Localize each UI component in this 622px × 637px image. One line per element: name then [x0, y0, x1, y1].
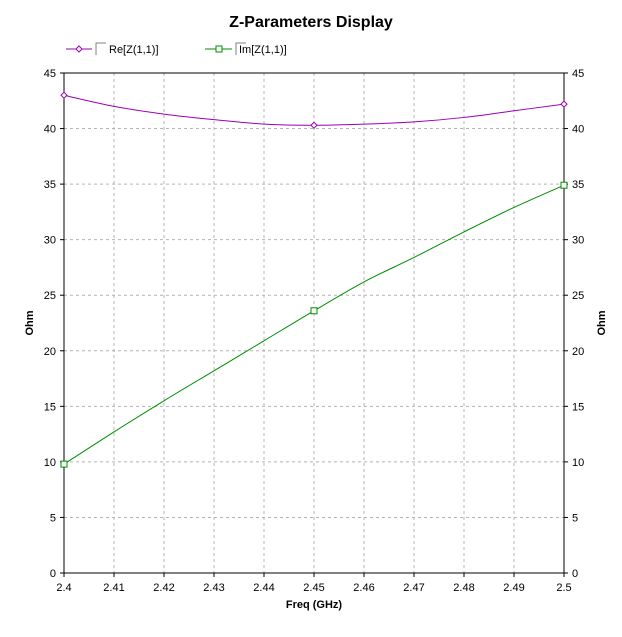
- x-tick-label: 2.44: [253, 582, 274, 594]
- x-axis-label: Freq (GHz): [286, 599, 343, 611]
- y-tick-label-right: 5: [572, 512, 578, 524]
- series-layer: [60, 91, 568, 468]
- data-point-im: [60, 460, 68, 468]
- data-point-im: [310, 307, 318, 315]
- x-tick-label: 2.43: [203, 582, 224, 594]
- x-tick-label: 2.41: [103, 582, 124, 594]
- y-axis-right-ticks: 0 5 10 15 20 25 30 35 40 45: [564, 68, 584, 580]
- x-tick-label: 2.47: [403, 582, 424, 594]
- x-tick-label: 2.49: [503, 582, 524, 594]
- chart-title: Z-Parameters Display: [229, 14, 393, 31]
- legend: Re[Z(1,1)] Im[Z(1,1)]: [66, 42, 287, 56]
- y-tick-label-left: 5: [50, 512, 56, 524]
- y-tick-label-left: 40: [44, 124, 56, 136]
- y-tick-label-right: 45: [572, 68, 584, 80]
- x-tick-label: 2.45: [303, 582, 324, 594]
- legend-re-diamond-marker: [75, 45, 83, 53]
- y-tick-label-left: 15: [44, 401, 56, 413]
- y-tick-label-right: 30: [572, 235, 584, 247]
- x-tick-label: 2.5: [556, 582, 571, 594]
- y-tick-label-right: 40: [572, 124, 584, 136]
- y-tick-label-right: 10: [572, 457, 584, 469]
- x-tick-label: 2.46: [353, 582, 374, 594]
- data-point-re: [560, 100, 568, 108]
- y-tick-label-left: 30: [44, 235, 56, 247]
- legend-im-checkbox-icon: [235, 42, 246, 55]
- y-axis-left-ticks: 0 5 10 15 20 25 30 35 40 45: [44, 68, 64, 580]
- y-tick-label-left: 45: [44, 68, 56, 80]
- y-tick-label-right: 0: [572, 568, 578, 580]
- x-tick-label: 2.42: [153, 582, 174, 594]
- y-tick-label-left: 20: [44, 346, 56, 358]
- legend-re-checkbox-icon: [95, 42, 106, 55]
- grid: [64, 73, 564, 573]
- legend-item-im: Im[Z(1,1)]: [205, 42, 287, 56]
- legend-im-label: Im[Z(1,1)]: [239, 44, 287, 56]
- y-tick-label-left: 0: [50, 568, 56, 580]
- legend-item-re: Re[Z(1,1)]: [66, 42, 159, 56]
- x-tick-label: 2.4: [56, 582, 71, 594]
- y-axis-right-label: Ohm: [596, 310, 608, 335]
- y-axis-left-label: Ohm: [24, 310, 36, 335]
- y-tick-label-left: 10: [44, 457, 56, 469]
- data-point-re: [310, 121, 318, 129]
- y-tick-label-right: 20: [572, 346, 584, 358]
- legend-im-square-marker: [215, 45, 223, 53]
- legend-re-label: Re[Z(1,1)]: [109, 44, 159, 56]
- y-tick-label-right: 35: [572, 179, 584, 191]
- y-tick-label-right: 25: [572, 290, 584, 302]
- x-tick-label: 2.48: [453, 582, 474, 594]
- y-tick-label-left: 35: [44, 179, 56, 191]
- x-axis-ticks: 2.4 2.41 2.42 2.43 2.44 2.45 2.46 2.47 2.48 2.49 2…: [56, 573, 572, 594]
- y-tick-label-left: 25: [44, 290, 56, 302]
- y-tick-label-right: 15: [572, 401, 584, 413]
- data-point-re: [60, 91, 68, 99]
- data-point-im: [560, 181, 568, 189]
